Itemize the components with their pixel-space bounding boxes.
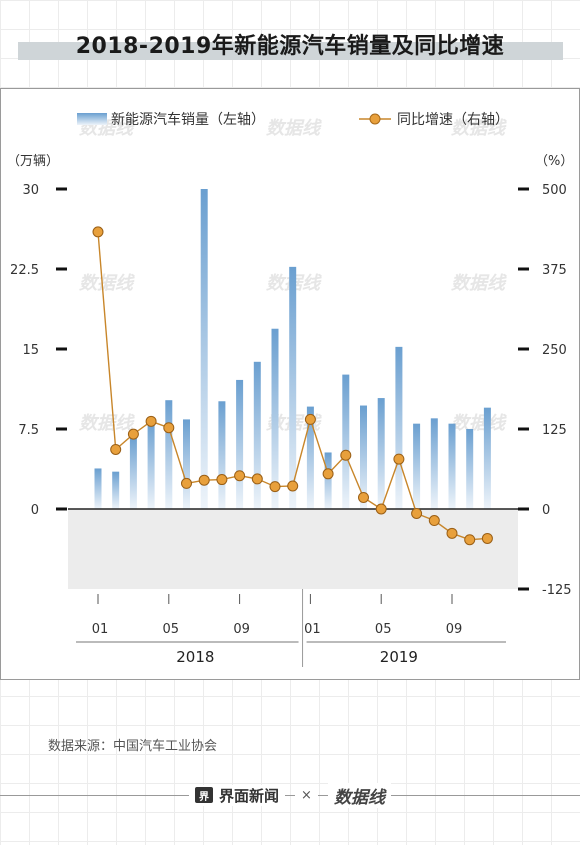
- year-label: 2019: [380, 648, 418, 666]
- x-axis-tick-label: 05: [375, 622, 392, 637]
- sales-bar: [413, 423, 421, 509]
- growth-rate-point: [340, 449, 352, 461]
- growth-rate-point: [110, 443, 122, 455]
- growth-rate-point: [198, 474, 210, 486]
- year-label: 2018: [176, 648, 214, 666]
- x-axis-tick-label: 01: [92, 622, 109, 637]
- growth-rate-point: [375, 503, 387, 515]
- growth-rate-point: [358, 491, 369, 503]
- left-axis: 30 22.5 15 7.5 0: [10, 183, 67, 518]
- growth-rate-point: [322, 468, 334, 480]
- line-series: [92, 226, 493, 546]
- left-axis-tick-label: 30: [22, 183, 39, 198]
- legend-line-label: 同比增速（右轴）: [397, 112, 509, 128]
- footer-divider: [0, 795, 580, 796]
- sales-bar: [271, 328, 279, 509]
- chart-panel: 数据线 数据线 数据线 数据线 数据线 数据线 数据线 数据线 数据线 数据线 …: [0, 88, 580, 680]
- sales-bar: [147, 421, 155, 509]
- chart-svg: 数据线 数据线 数据线 数据线 数据线 数据线 数据线 数据线 数据线 数据线 …: [7, 111, 573, 667]
- chart-title: 2018-2019年新能源汽车销量及同比增速: [75, 34, 505, 59]
- legend-bar-swatch: [77, 113, 107, 125]
- right-axis-tick-label: -125: [542, 583, 572, 598]
- right-axis-unit: （%）: [535, 154, 573, 169]
- growth-rate-point: [411, 507, 423, 519]
- title-underbar: [18, 42, 563, 60]
- brand-name: 界面新闻: [219, 786, 280, 805]
- bar-series: [94, 189, 491, 509]
- right-axis-tick-label: 500: [542, 183, 567, 198]
- sales-bar: [360, 405, 367, 509]
- growth-rate-point: [304, 413, 316, 425]
- legend-bar-label: 新能源汽车销量（左轴）: [111, 111, 265, 128]
- right-axis-tick-label: 375: [542, 263, 567, 278]
- left-axis-unit: （万辆）: [7, 154, 59, 169]
- sales-bar: [430, 418, 438, 509]
- sales-bar: [395, 346, 403, 509]
- growth-rate-point: [234, 470, 246, 482]
- watermark-logo: 数据线: [451, 118, 507, 139]
- watermark-logo: 数据线: [79, 413, 135, 434]
- growth-rate-point: [163, 422, 175, 434]
- growth-rate-point: [92, 226, 104, 238]
- x-axis-tick-label: 01: [304, 622, 321, 637]
- sales-bar: [289, 266, 297, 509]
- left-axis-tick-label: 15: [22, 343, 39, 358]
- partner-logo: 数据线: [327, 782, 391, 808]
- collab-times-sign: ×: [295, 787, 318, 803]
- growth-rate-point: [216, 474, 228, 486]
- watermark-logo: 数据线: [451, 413, 507, 434]
- growth-rate-point: [393, 453, 405, 465]
- sales-bar: [165, 400, 173, 509]
- sales-bar: [342, 374, 350, 509]
- growth-rate-point: [428, 515, 440, 527]
- growth-rate-point: [269, 481, 281, 493]
- growth-rate-point: [145, 415, 157, 427]
- growth-rate-point: [181, 477, 192, 489]
- x-axis: 01 05 09 01 05 09 2018 2019: [76, 589, 506, 667]
- growth-rate-point: [251, 473, 263, 485]
- x-axis-tick-label: 05: [163, 622, 180, 637]
- sales-bar: [183, 419, 190, 509]
- footer-branding: 界 界面新闻 × 数据线: [0, 782, 580, 808]
- growth-rate-point: [464, 534, 476, 546]
- sales-bar: [483, 407, 491, 509]
- x-axis-tick-label: 09: [446, 622, 463, 637]
- growth-rate-point: [127, 428, 139, 440]
- source-note: 数据来源：中国汽车工业协会: [48, 739, 218, 754]
- growth-rate-point: [446, 527, 458, 539]
- legend: 新能源汽车销量（左轴） 同比增速（右轴）: [77, 111, 509, 128]
- brand-block: 界 界面新闻: [189, 784, 286, 806]
- sales-bar: [218, 401, 226, 509]
- right-axis-tick-label: 125: [542, 423, 567, 438]
- sales-bar: [253, 361, 261, 509]
- right-axis: 500 375 250 125 0 -125: [518, 183, 572, 598]
- sales-bar: [94, 468, 102, 509]
- watermark-logo: 数据线: [79, 273, 135, 294]
- sales-bar: [377, 398, 385, 509]
- jiemian-logo-icon: 界: [195, 787, 214, 803]
- watermark-logo: 数据线: [266, 118, 322, 139]
- left-axis-tick-label: 7.5: [18, 423, 39, 438]
- sales-bar: [236, 379, 244, 509]
- sales-bar: [200, 189, 208, 509]
- watermark-logo: 数据线: [451, 273, 507, 294]
- right-axis-tick-label: 250: [542, 343, 567, 358]
- growth-rate-point: [481, 532, 493, 544]
- growth-rate-point: [287, 480, 299, 492]
- sales-bar: [466, 429, 474, 509]
- sales-bar: [112, 471, 120, 509]
- sales-bar: [324, 452, 332, 509]
- sales-bar: [306, 406, 314, 509]
- left-axis-tick-label: 22.5: [10, 263, 39, 278]
- x-axis-tick-label: 09: [233, 622, 250, 637]
- sales-bar: [129, 436, 137, 509]
- sales-bar: [448, 423, 456, 509]
- legend-line-marker: [369, 113, 381, 125]
- right-axis-tick-label: 0: [542, 503, 550, 518]
- left-axis-tick-label: 0: [31, 503, 39, 518]
- negative-region-shading: [68, 509, 518, 589]
